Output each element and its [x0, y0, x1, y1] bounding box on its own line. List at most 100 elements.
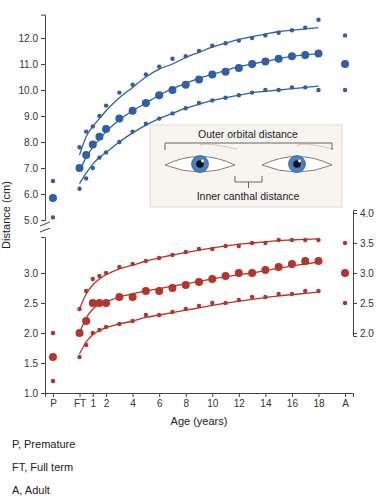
mean-point — [222, 272, 230, 280]
tick: 16 — [287, 393, 299, 409]
tick: FT — [74, 393, 86, 409]
tick: 12 — [234, 393, 246, 409]
range-point — [237, 244, 241, 248]
range-point — [184, 54, 188, 58]
tick-label: 2.0 — [360, 328, 374, 339]
range-point — [117, 90, 121, 94]
tick-mark — [80, 393, 81, 397]
range-point — [303, 85, 307, 89]
tick: 10 — [207, 393, 219, 409]
mean-point — [49, 194, 57, 202]
y-axis-title: Distance (cm) — [0, 181, 12, 249]
range-point — [290, 238, 294, 242]
range-point — [184, 250, 188, 254]
mean-point — [168, 284, 176, 292]
mean-point — [288, 52, 296, 60]
tick-mark — [41, 273, 45, 274]
tick-label: P — [50, 398, 57, 409]
range-point — [263, 295, 267, 299]
mean-point — [82, 317, 90, 325]
range-point — [197, 247, 201, 251]
mean-point — [248, 269, 256, 277]
tick-mark — [353, 303, 357, 304]
annotation: P, Premature — [12, 438, 75, 450]
range-point — [170, 253, 174, 257]
range-point — [316, 88, 320, 92]
tick-mark — [41, 168, 45, 169]
range-point — [263, 33, 267, 37]
range-point — [343, 241, 347, 245]
tick: 3.5 — [353, 238, 374, 249]
range-point — [51, 379, 55, 383]
tick-label: 3.0 — [24, 268, 38, 279]
tick-mark — [41, 64, 45, 65]
tick-mark — [93, 393, 94, 397]
tick-mark — [41, 393, 45, 394]
tick-label: 2 — [104, 398, 110, 409]
range-point — [303, 289, 307, 293]
tick-label: 1.5 — [24, 358, 38, 369]
tick-label: 3.0 — [360, 268, 374, 279]
range-point — [263, 241, 267, 245]
range-point — [343, 88, 347, 92]
range-point — [157, 116, 161, 120]
range-point — [290, 28, 294, 32]
tick: 2.5 — [24, 298, 45, 309]
mean-point — [275, 263, 283, 271]
tick-label: FT — [74, 398, 86, 409]
tick-label: 2.0 — [24, 328, 38, 339]
mean-point — [288, 260, 296, 268]
tick-mark — [265, 393, 266, 397]
range-point — [276, 292, 280, 296]
tick: A — [342, 393, 349, 409]
annotation: FT, Full term — [12, 461, 73, 473]
chart-container: 5.06.07.08.09.010.011.012.0Distance (cm)… — [0, 0, 377, 504]
tick-mark — [41, 38, 45, 39]
tick: 10.0 — [19, 85, 45, 96]
range-point — [157, 256, 161, 260]
range-point — [303, 25, 307, 29]
tick: 1.5 — [24, 358, 45, 369]
x-axis: PFT124681012141618A — [46, 393, 354, 409]
mean-point — [129, 293, 137, 301]
tick-mark — [345, 393, 346, 397]
range-point — [97, 155, 101, 159]
mean-point — [89, 141, 97, 149]
tick-label: 10.0 — [19, 85, 39, 96]
tick-mark — [41, 333, 45, 334]
tick-label: 1 — [91, 398, 97, 409]
range-point — [84, 289, 88, 293]
range-point — [250, 241, 254, 245]
mean-point — [261, 57, 269, 65]
range-point — [316, 18, 320, 22]
mean-point — [208, 70, 216, 78]
annotation: A, Adult — [12, 484, 50, 496]
annotation: Outer orbital distance — [198, 128, 298, 140]
range-point — [144, 122, 148, 126]
range-point — [237, 298, 241, 302]
axis-line — [46, 394, 354, 398]
tick-label: 6 — [157, 398, 163, 409]
tick: 9.0 — [24, 111, 45, 122]
range-point — [197, 101, 201, 105]
tick-mark — [353, 213, 357, 214]
mean-point — [76, 329, 84, 337]
tick-label: 2.5 — [360, 298, 374, 309]
range-point — [184, 307, 188, 311]
range-point — [97, 114, 101, 118]
range-point — [144, 72, 148, 76]
tick: 18 — [313, 393, 325, 409]
range-point — [157, 64, 161, 68]
tick: 1.0 — [24, 388, 45, 399]
tick-mark — [41, 116, 45, 117]
range-point — [91, 166, 95, 170]
range-point — [290, 85, 294, 89]
range-point — [51, 179, 55, 183]
range-point — [91, 331, 95, 335]
mean-point — [49, 353, 57, 361]
range-point — [197, 304, 201, 308]
tick-label: 18 — [313, 398, 325, 409]
range-point — [104, 103, 108, 107]
tick-label: 11.0 — [19, 59, 38, 70]
curve — [80, 262, 319, 333]
